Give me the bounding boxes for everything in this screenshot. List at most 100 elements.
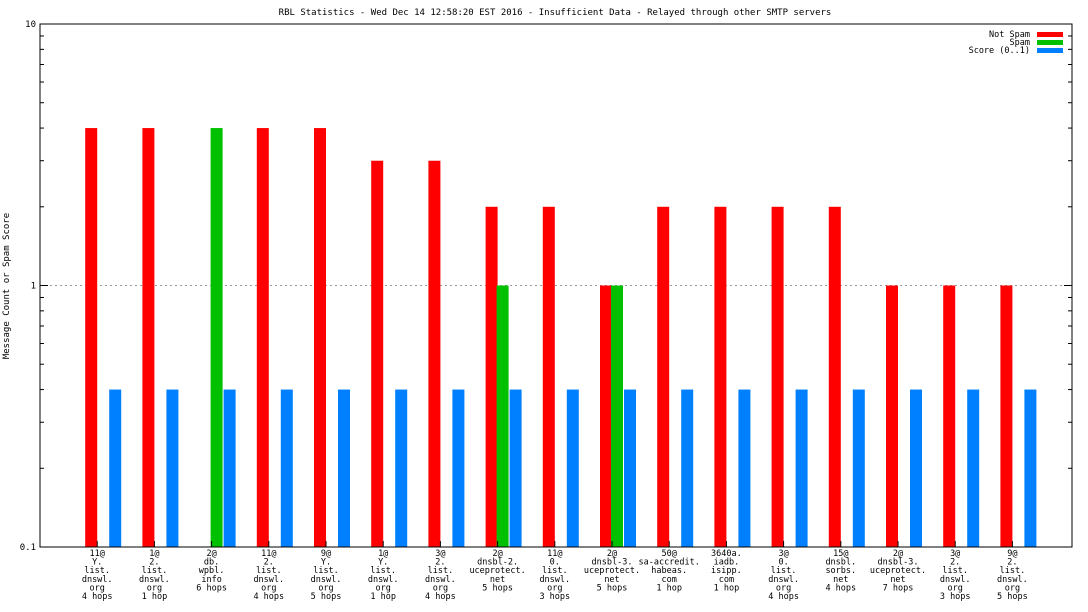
bar-score-0-1 (566, 389, 579, 547)
x-tick-label: 2@ (893, 549, 903, 559)
bar-not-spam (428, 160, 441, 547)
bar-not-spam (314, 128, 326, 547)
bar-score-0-1 (852, 389, 865, 547)
bar-not-spam (828, 206, 841, 548)
x-tick-label: org (948, 583, 963, 593)
x-tick-label: 4 hops (425, 592, 456, 602)
x-tick-label: 2. (435, 558, 445, 568)
x-tick-label: Y. (378, 558, 388, 568)
x-tick-label: 50@ (662, 549, 677, 559)
bar-not-spam (714, 206, 727, 548)
legend-label: Score (0..1) (969, 46, 1030, 56)
x-tick-label: list. (428, 566, 454, 576)
y-axis-label: Message Count or Spam Score (2, 213, 12, 359)
x-tick-label: 7 hops (883, 583, 914, 593)
x-tick-label: dnswl. (368, 575, 399, 585)
legend-label: Not Spam (989, 30, 1030, 40)
x-tick-label: 1@ (378, 549, 388, 559)
x-tick-label: 2. (1007, 558, 1017, 568)
x-tick-label: list. (542, 566, 568, 576)
x-tick-label: net (890, 575, 905, 585)
x-tick-label: 3 hops (539, 592, 570, 602)
bar-not-spam (771, 206, 784, 548)
bars (85, 128, 1037, 548)
x-tick-label: 2@ (206, 549, 216, 559)
x-tick-label: 0. (550, 558, 560, 568)
x-tick-label: 1 hop (656, 583, 682, 593)
x-tick-label: net (833, 575, 848, 585)
x-tick-label: 4 hops (253, 592, 284, 602)
x-tick-label: dnswl. (997, 575, 1028, 585)
chart-title: RBL Statistics - Wed Dec 14 12:58:20 EST… (279, 8, 832, 18)
x-tick-label: list. (84, 566, 110, 576)
x-tick-label: 11@ (547, 549, 562, 559)
x-tick-label: Y. (321, 558, 331, 568)
x-tick-label: dnswl. (82, 575, 113, 585)
x-tick-label: dnsbl-3. (878, 558, 919, 568)
bar-score-0-1 (223, 389, 236, 547)
x-tick-label: uceprotect. (469, 566, 525, 576)
x-tick-label: 3@ (950, 549, 960, 559)
bar-not-spam (85, 128, 98, 547)
x-tick-label: 6 hops (196, 583, 227, 593)
x-tick-label: list. (1000, 566, 1026, 576)
x-tick-label: list. (942, 566, 968, 576)
x-tick-label: org (90, 583, 105, 593)
x-tick-label: com (719, 575, 734, 585)
x-tick-label: uceprotect. (870, 566, 926, 576)
x-tick-label: 4 hops (768, 592, 799, 602)
x-tick-label: 3@ (435, 549, 445, 559)
x-tick-label: 5 hops (997, 592, 1028, 602)
x-tick-label: org (1005, 583, 1020, 593)
bar-score-0-1 (338, 389, 350, 547)
bar-score-0-1 (1024, 389, 1037, 547)
x-tick-label: net (490, 575, 505, 585)
bar-score-0-1 (395, 389, 408, 547)
x-tick-label: org (547, 583, 562, 593)
x-tick-label: 4 hops (82, 592, 113, 602)
x-tick-label: 2@ (492, 549, 502, 559)
x-tick-label: 5 hops (482, 583, 513, 593)
x-tick-label: org (376, 583, 391, 593)
y-tick-label: 1 (31, 282, 36, 292)
bar-not-spam (1000, 285, 1013, 547)
bar-not-spam (142, 128, 155, 547)
bar-not-spam (886, 285, 898, 547)
x-tick-label: org (147, 583, 162, 593)
x-tick-label: net (604, 575, 619, 585)
bar-not-spam (256, 128, 269, 547)
bar-spam (611, 285, 623, 547)
x-tick-label: list. (256, 566, 282, 576)
legend-label: Spam (1010, 38, 1030, 48)
bar-not-spam (943, 285, 956, 547)
x-tick-label: 2. (264, 558, 274, 568)
x-tick-label: 3640a. (711, 549, 742, 559)
x-tick-label: iadb. (714, 558, 740, 568)
x-tick-label: info (201, 575, 221, 585)
x-tick-label: list. (370, 566, 396, 576)
x-tick-label: db. (204, 558, 219, 568)
x-tick-label: dnswl. (940, 575, 971, 585)
bar-score-0-1 (280, 389, 293, 547)
bar-score-0-1 (738, 389, 751, 547)
x-tick-label: dnsbl-3. (592, 558, 633, 568)
legend-swatch (1037, 40, 1063, 45)
legend-swatch (1037, 48, 1063, 53)
x-tick-label: 11@ (90, 549, 105, 559)
y-axis: 0.1 1 10 (20, 20, 1072, 553)
x-tick-label: dnswl. (139, 575, 170, 585)
y-tick-label: 10 (25, 20, 36, 30)
x-tick-label: dnsbl. (825, 558, 856, 568)
x-tick-label: 2. (950, 558, 960, 568)
bar-spam (210, 128, 223, 547)
x-tick-label: 5 hops (597, 583, 628, 593)
bar-not-spam (600, 285, 612, 547)
x-tick-label: Y. (92, 558, 102, 568)
x-tick-label: 1 hop (714, 583, 740, 593)
x-tick-label: uceprotect. (584, 566, 640, 576)
bar-score-0-1 (509, 389, 522, 547)
x-tick-label: org (318, 583, 333, 593)
x-tick-label: list. (313, 566, 339, 576)
bar-score-0-1 (109, 389, 122, 547)
